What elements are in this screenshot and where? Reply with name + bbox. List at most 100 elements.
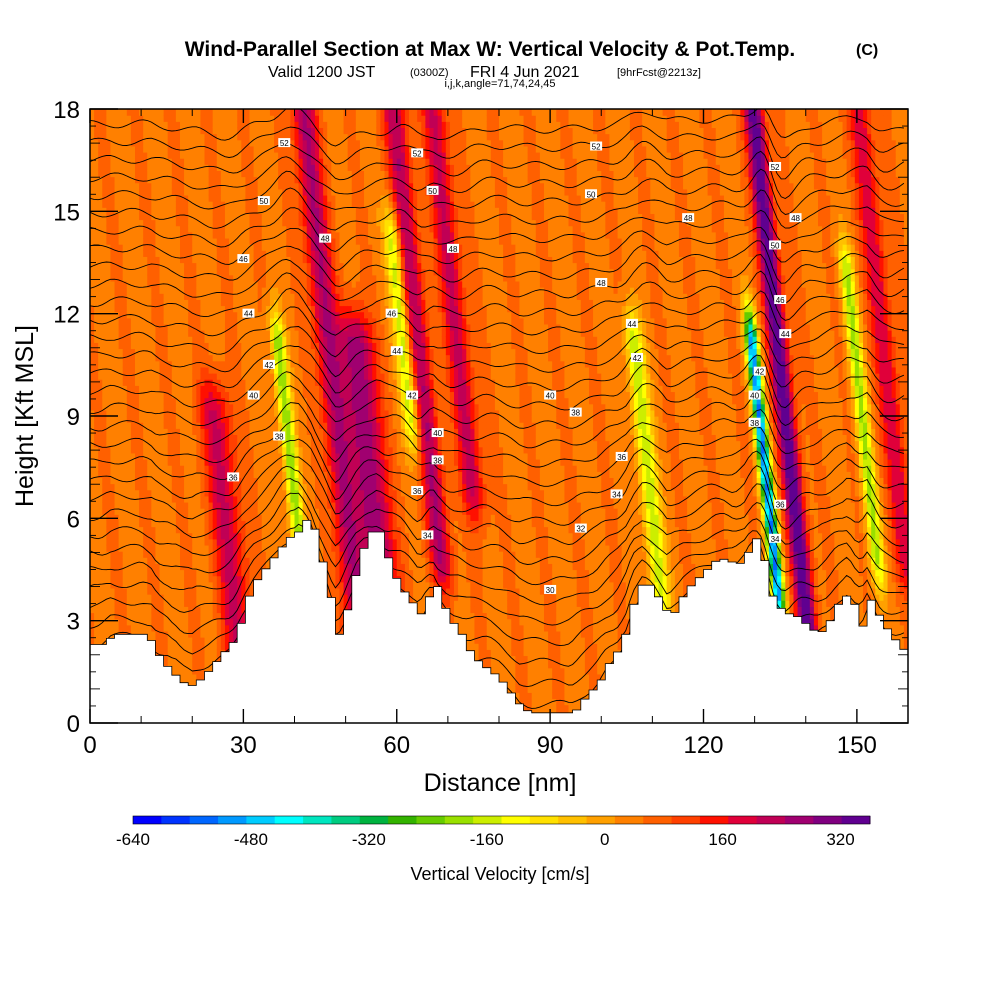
velocity-cell [269, 201, 275, 208]
velocity-cell [130, 544, 136, 552]
velocity-cell [192, 256, 197, 264]
velocity-cell [151, 379, 157, 386]
velocity-cell [143, 256, 148, 264]
velocity-cell [241, 385, 247, 393]
velocity-cell [147, 458, 152, 466]
velocity-cell [245, 207, 251, 214]
velocity-cell [130, 182, 136, 190]
velocity-cell [192, 133, 197, 141]
velocity-cell [151, 158, 157, 165]
velocity-cell [90, 354, 95, 362]
velocity-cell [224, 274, 230, 282]
velocity-cell [110, 403, 116, 411]
velocity-cell [282, 336, 287, 343]
velocity-cell [134, 201, 140, 208]
velocity-cell [167, 477, 173, 485]
velocity-cell [118, 182, 124, 190]
velocity-cell [188, 250, 193, 257]
velocity-cell [220, 323, 226, 331]
velocity-cell [212, 538, 218, 546]
velocity-cell [147, 373, 152, 380]
velocity-cell [212, 397, 218, 405]
velocity-cell [90, 630, 95, 638]
velocity-cell [102, 305, 107, 313]
velocity-cell [192, 250, 197, 257]
velocity-cell [200, 225, 206, 233]
velocity-cell [192, 311, 197, 319]
velocity-cell [118, 121, 124, 129]
velocity-cell [261, 330, 267, 337]
velocity-cell [274, 109, 279, 116]
velocity-cell [265, 385, 271, 393]
velocity-cell [192, 538, 197, 546]
velocity-cell [208, 194, 214, 202]
velocity-cell [175, 532, 181, 540]
velocity-cell [98, 624, 103, 632]
velocity-cell [114, 514, 120, 521]
velocity-cell [249, 225, 255, 233]
velocity-cell [126, 385, 132, 393]
velocity-cell [155, 551, 161, 558]
velocity-cell [286, 354, 292, 362]
velocity-cell [233, 336, 238, 343]
velocity-cell [163, 188, 169, 196]
velocity-cell [184, 317, 189, 325]
velocity-cell [143, 373, 148, 380]
velocity-cell [245, 385, 251, 393]
velocity-cell [216, 379, 222, 386]
velocity-cell [102, 133, 107, 141]
velocity-cell [212, 624, 218, 632]
velocity-cell [179, 581, 185, 589]
velocity-cell [143, 422, 148, 429]
velocity-cell [147, 422, 152, 429]
velocity-cell [257, 182, 263, 190]
velocity-cell [196, 256, 202, 264]
velocity-cell [122, 440, 128, 448]
velocity-cell [249, 557, 255, 564]
velocity-cell [212, 299, 218, 307]
velocity-cell [229, 262, 234, 270]
velocity-cell [204, 194, 210, 202]
velocity-cell [159, 115, 165, 122]
velocity-cell [253, 323, 259, 331]
velocity-cell [184, 330, 189, 337]
velocity-cell [126, 606, 132, 614]
velocity-cell [196, 194, 202, 202]
velocity-cell [122, 305, 128, 313]
velocity-cell [278, 348, 283, 356]
velocity-cell [208, 256, 214, 264]
velocity-cell [143, 416, 148, 423]
velocity-cell [122, 594, 128, 601]
velocity-cell [139, 575, 144, 583]
velocity-cell [139, 446, 144, 454]
velocity-cell [167, 145, 173, 153]
velocity-cell [282, 145, 287, 153]
velocity-cell [220, 354, 226, 362]
velocity-cell [224, 145, 230, 153]
velocity-cell [253, 121, 259, 129]
velocity-cell [167, 440, 173, 448]
velocity-cell [216, 237, 222, 245]
velocity-cell [261, 373, 267, 380]
velocity-cell [106, 403, 112, 411]
velocity-cell [278, 262, 283, 270]
velocity-cell [110, 501, 116, 509]
velocity-cell [106, 483, 112, 491]
velocity-cell [143, 575, 148, 583]
velocity-cell [196, 544, 202, 552]
velocity-cell [274, 366, 279, 374]
velocity-cell [143, 489, 148, 497]
velocity-cell [106, 225, 112, 233]
velocity-cell [184, 538, 189, 546]
velocity-cell [94, 164, 99, 171]
velocity-cell [229, 109, 234, 116]
velocity-cell [179, 287, 185, 294]
velocity-cell [134, 237, 140, 245]
velocity-cell [192, 182, 197, 190]
velocity-cell [278, 133, 283, 141]
velocity-cell [220, 158, 226, 165]
velocity-cell [110, 495, 116, 503]
velocity-cell [151, 618, 157, 626]
velocity-cell [106, 557, 112, 564]
velocity-cell [167, 268, 173, 276]
